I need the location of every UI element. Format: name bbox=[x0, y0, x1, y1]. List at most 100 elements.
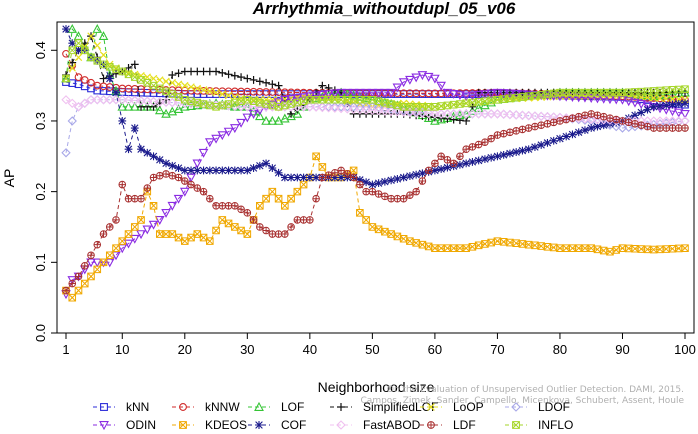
data-point bbox=[536, 111, 546, 122]
legend-label: kNN bbox=[126, 400, 149, 414]
legend-label: LDF bbox=[453, 418, 476, 432]
data-point bbox=[249, 216, 258, 224]
data-point bbox=[117, 95, 127, 105]
data-point bbox=[162, 159, 170, 168]
data-point bbox=[393, 175, 402, 183]
data-point bbox=[237, 73, 245, 82]
x-tick-label: 30 bbox=[240, 342, 254, 357]
data-point bbox=[643, 105, 652, 114]
data-point bbox=[98, 31, 109, 40]
data-point bbox=[187, 166, 195, 175]
data-point bbox=[223, 127, 234, 137]
data-point bbox=[180, 166, 189, 175]
data-point bbox=[218, 166, 227, 175]
data-point bbox=[430, 115, 440, 125]
data-point bbox=[231, 98, 239, 107]
data-point bbox=[80, 262, 89, 270]
data-point bbox=[537, 91, 545, 99]
data-point bbox=[462, 159, 471, 168]
data-point bbox=[443, 163, 452, 172]
data-point bbox=[624, 114, 633, 123]
data-point bbox=[517, 110, 528, 120]
data-point bbox=[599, 121, 608, 130]
data-point bbox=[317, 102, 328, 113]
data-point bbox=[674, 100, 683, 108]
data-point bbox=[331, 169, 339, 177]
data-point bbox=[412, 187, 420, 196]
legend: kNN kNNW LOF SimplifiedLOF LoOP LDOF ODIN KDEOS… bbox=[93, 400, 573, 432]
legend-item-odin: ODIN bbox=[93, 418, 156, 432]
data-point bbox=[474, 140, 483, 149]
data-point bbox=[124, 70, 133, 79]
data-point bbox=[399, 194, 408, 203]
data-point bbox=[623, 97, 634, 107]
data-point bbox=[268, 230, 277, 238]
data-point bbox=[443, 156, 452, 164]
data-point bbox=[137, 194, 145, 203]
data-point bbox=[156, 76, 164, 84]
legend-marker bbox=[179, 421, 187, 429]
data-point bbox=[61, 95, 71, 105]
data-point bbox=[442, 88, 453, 98]
data-point bbox=[242, 102, 253, 112]
data-point bbox=[574, 128, 583, 137]
y-axis: 0.0 0.1 0.2 0.3 0.4 bbox=[33, 41, 57, 342]
data-point bbox=[261, 115, 271, 125]
data-point bbox=[180, 177, 189, 185]
data-point bbox=[405, 172, 414, 180]
data-point bbox=[323, 90, 334, 100]
data-point bbox=[243, 166, 252, 175]
data-point bbox=[361, 88, 371, 98]
data-point bbox=[187, 83, 195, 91]
watermark-line-2: Campos, Zimek, Sander, Campello, Micenko… bbox=[361, 396, 685, 406]
data-point bbox=[643, 122, 652, 131]
y-axis-label: AP bbox=[1, 169, 17, 188]
data-point bbox=[662, 101, 671, 110]
data-point bbox=[93, 265, 102, 274]
data-point bbox=[512, 93, 520, 102]
data-point bbox=[368, 187, 377, 196]
data-point bbox=[292, 108, 303, 118]
data-point bbox=[449, 100, 458, 109]
data-point bbox=[154, 216, 165, 225]
data-point bbox=[80, 279, 89, 288]
data-point bbox=[311, 91, 321, 101]
x-axis-label: Neighborhood size bbox=[318, 379, 435, 395]
data-point bbox=[193, 230, 202, 238]
data-point bbox=[242, 113, 253, 123]
data-point bbox=[380, 106, 390, 116]
legend-marker bbox=[512, 421, 520, 429]
data-point bbox=[74, 46, 83, 55]
data-point bbox=[355, 175, 364, 184]
legend-label: COF bbox=[281, 418, 306, 432]
data-point bbox=[556, 244, 564, 252]
data-point bbox=[673, 108, 684, 118]
data-point bbox=[681, 124, 689, 132]
x-tick-label: 60 bbox=[428, 342, 442, 357]
legend-label: SimplifiedLOF bbox=[363, 400, 438, 414]
data-point bbox=[217, 131, 228, 141]
data-point bbox=[62, 286, 70, 295]
data-point bbox=[212, 202, 220, 210]
data-point bbox=[123, 101, 134, 111]
y-tick-label: 0.4 bbox=[33, 41, 48, 59]
data-point bbox=[199, 166, 208, 175]
data-point bbox=[656, 102, 664, 111]
data-point bbox=[274, 103, 283, 111]
data-point bbox=[62, 25, 70, 33]
data-point bbox=[624, 118, 633, 127]
data-point bbox=[62, 74, 70, 83]
data-point bbox=[637, 121, 646, 129]
data-point bbox=[462, 99, 470, 108]
data-point bbox=[193, 184, 202, 192]
data-point bbox=[68, 46, 77, 55]
data-point bbox=[662, 94, 670, 103]
data-point bbox=[668, 124, 677, 132]
data-point bbox=[543, 90, 552, 98]
data-point bbox=[387, 194, 395, 203]
data-point bbox=[493, 152, 502, 161]
data-point bbox=[154, 105, 165, 115]
data-point bbox=[556, 117, 564, 125]
data-point bbox=[287, 100, 295, 108]
data-point bbox=[229, 124, 240, 134]
